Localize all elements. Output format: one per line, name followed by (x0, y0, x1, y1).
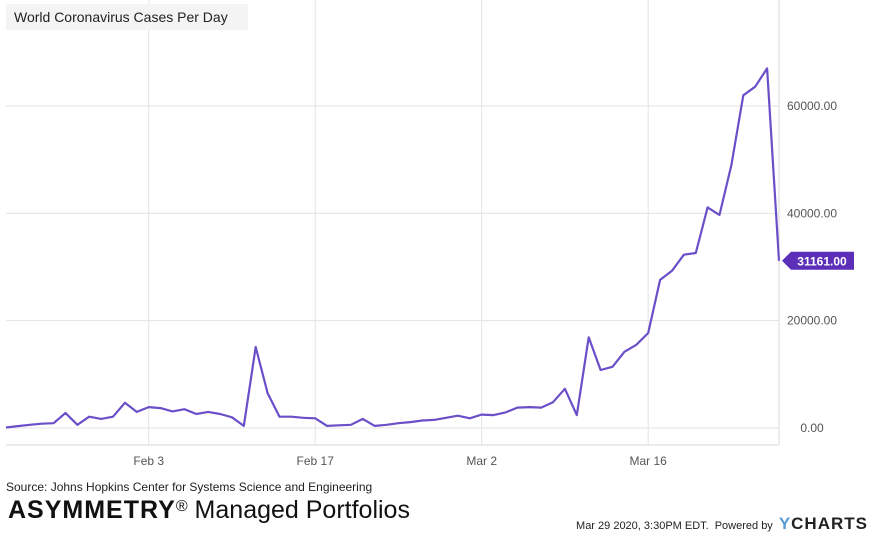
ycharts-logo[interactable]: YCHARTS (779, 514, 868, 534)
x-tick-label: Feb 3 (133, 454, 164, 468)
brand-logo: ASYMMETRY® Managed Portfolios (8, 496, 410, 525)
x-tick-label: Mar 16 (630, 454, 668, 468)
gridlines (6, 0, 780, 446)
last-value-tag: 31161.00 (782, 251, 854, 270)
brand-name-rest: Managed Portfolios (187, 496, 410, 524)
footer: Mar 29 2020, 3:30PM EDT. Powered by YCHA… (576, 514, 868, 534)
chart-title: World Coronavirus Cases Per Day (6, 4, 248, 30)
x-axis-labels: Feb 3 Feb 17 Mar 2 Mar 16 (133, 454, 667, 468)
powered-by: Powered by (714, 520, 773, 532)
y-axis-labels: 0.00 20000.00 40000.00 60000.00 (787, 99, 837, 435)
ycharts-logo-text: CHARTS (791, 514, 868, 533)
y-tick-label: 20000.00 (787, 314, 837, 328)
y-tick-label: 40000.00 (787, 206, 837, 220)
series-points (5, 67, 780, 428)
timestamp: Mar 29 2020, 3:30PM EDT. (576, 520, 709, 532)
x-tick-label: Mar 2 (466, 454, 497, 468)
source-note: Source: Johns Hopkins Center for Systems… (6, 480, 373, 494)
last-value-tag-bg (782, 251, 854, 270)
ycharts-logo-y: Y (778, 514, 792, 533)
last-value-label: 31161.00 (797, 254, 847, 268)
x-tick-label: Feb 17 (297, 454, 335, 468)
brand-name-bold: ASYMMETRY (8, 496, 176, 524)
y-tick-label: 60000.00 (787, 99, 837, 113)
y-tick-label: 0.00 (800, 421, 824, 435)
series-line (5, 67, 781, 429)
chart-title-text: World Coronavirus Cases Per Day (14, 9, 228, 25)
line-chart: Feb 3 Feb 17 Mar 2 Mar 16 0.00 20000.00 40000… (5, 0, 854, 468)
brand-registered-mark: ® (175, 498, 188, 515)
